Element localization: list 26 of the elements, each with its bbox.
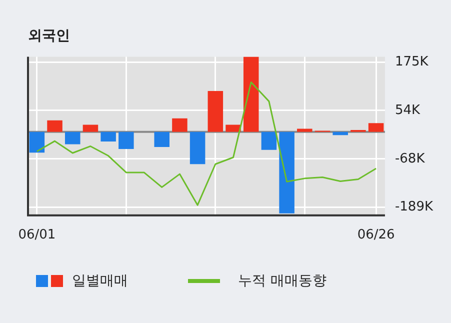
x-tick-label: 06/26 bbox=[357, 228, 395, 243]
bar bbox=[190, 132, 206, 164]
chart-title: 외국인 bbox=[28, 28, 70, 44]
bar bbox=[226, 124, 241, 132]
bar bbox=[208, 90, 224, 132]
y-tick-label: 54K bbox=[394, 102, 421, 118]
bar bbox=[100, 132, 116, 142]
x-tick-label: 06/01 bbox=[18, 228, 56, 243]
bar bbox=[118, 132, 134, 150]
y-tick-label: 175K bbox=[394, 54, 429, 70]
y-tick-label: -189K bbox=[394, 199, 434, 214]
bar bbox=[332, 132, 348, 136]
legend-label: 누적 매매동향 bbox=[238, 272, 326, 290]
bar bbox=[261, 132, 277, 150]
bar bbox=[154, 132, 170, 148]
bar bbox=[172, 118, 188, 132]
bar bbox=[279, 132, 294, 214]
bar bbox=[243, 56, 259, 132]
bar bbox=[297, 128, 312, 132]
bar bbox=[64, 132, 80, 144]
bar bbox=[82, 124, 98, 132]
bar bbox=[47, 120, 62, 132]
bar bbox=[368, 123, 384, 132]
legend-label: 일별매매 bbox=[72, 272, 128, 290]
bar bbox=[29, 132, 45, 153]
y-tick-label: -68K bbox=[394, 151, 426, 166]
